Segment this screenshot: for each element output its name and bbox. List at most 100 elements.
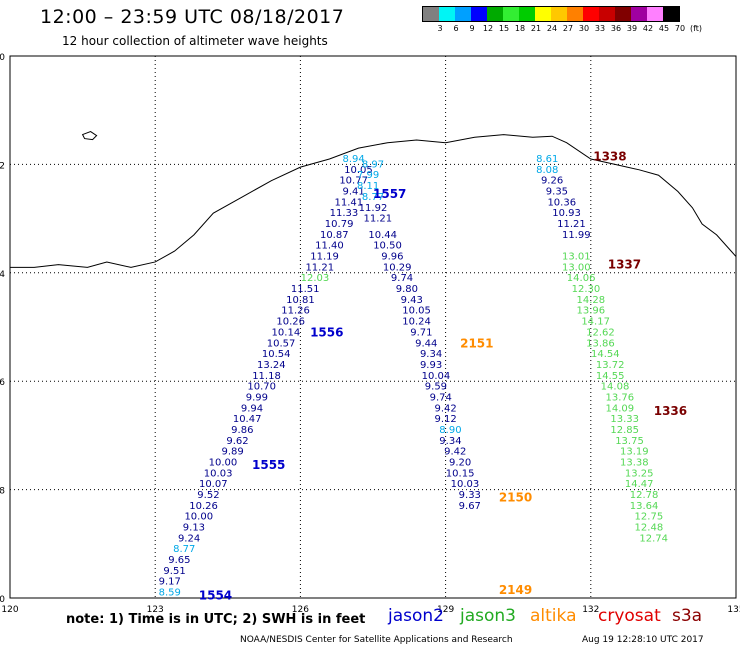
wave-height-value: 9.44 (415, 338, 437, 349)
satellite-legend-item: s3a (672, 606, 703, 626)
lat-label: -36 (0, 378, 5, 388)
wave-height-value: 9.34 (439, 436, 461, 447)
wave-height-value: 13.64 (630, 501, 659, 512)
wave-height-value: 9.17 (159, 577, 181, 588)
colorbar-swatch (663, 7, 679, 21)
wave-height-value: 13.96 (576, 306, 605, 317)
wave-height-value: 9.74 (391, 273, 413, 284)
wave-height-value: 9.42 (444, 447, 466, 458)
wave-height-value: 8.77 (173, 544, 195, 555)
wave-height-value: 13.75 (615, 436, 644, 447)
wave-height-value: 11.51 (291, 284, 320, 295)
wave-height-value: 13.38 (620, 458, 649, 469)
wave-height-value: 10.26 (189, 501, 218, 512)
wave-height-value: 12.74 (639, 533, 668, 544)
colorbar-swatch (519, 7, 535, 21)
colorbar-label: 9 (469, 24, 475, 33)
satellite-legend-item: cryosat (598, 606, 661, 626)
colorbar-label: 6 (453, 24, 459, 33)
coastline (10, 134, 737, 268)
wave-height-value: 12.30 (572, 284, 601, 295)
lon-label: 129 (437, 605, 454, 615)
wave-height-value: 14.55 (596, 371, 625, 382)
footer-timestamp: Aug 19 12:28:10 UTC 2017 (582, 635, 704, 645)
colorbar-label: 27 (562, 24, 574, 33)
wave-height-value: 9.96 (381, 252, 403, 263)
pass-time-label: 2150 (499, 491, 532, 505)
wave-height-value: 9.94 (241, 403, 263, 414)
pass-time-label: 2149 (499, 583, 532, 597)
wave-height-value: 13.72 (596, 360, 625, 371)
wave-height-value: 11.99 (562, 230, 591, 241)
lon-label: 120 (1, 605, 18, 615)
colorbar-swatch (439, 7, 455, 21)
colorbar-swatch (647, 7, 663, 21)
lat-label: -34 (0, 270, 5, 280)
wave-height-value: 13.25 (625, 468, 654, 479)
colorbar-label: 42 (642, 24, 654, 33)
wave-height-value: 10.79 (325, 219, 354, 230)
colorbar-label: 21 (530, 24, 542, 33)
wave-height-value: 9.62 (226, 436, 248, 447)
wave-height-value: 14.28 (576, 295, 605, 306)
wave-height-value: 8.94 (343, 154, 365, 165)
wave-height-value: 13.76 (606, 392, 635, 403)
wave-height-value: 11.41 (334, 197, 363, 208)
pass-time-label: 1338 (593, 149, 626, 163)
wave-height-value: 11.40 (315, 241, 344, 252)
lat-label: -32 (0, 161, 5, 171)
wave-height-value: 11.33 (330, 208, 359, 219)
lat-label: -40 (0, 595, 5, 605)
wave-height-value: 10.54 (262, 349, 291, 360)
wave-height-value: 10.57 (267, 338, 296, 349)
colorbar-swatch (535, 7, 551, 21)
colorbar-swatch (503, 7, 519, 21)
lon-label: 123 (147, 605, 164, 615)
colorbar-label: 45 (658, 24, 670, 33)
wave-height-value: 11.21 (364, 214, 393, 225)
wave-height-value: 9.24 (178, 533, 200, 544)
wave-height-value: 10.03 (451, 479, 480, 490)
wave-height-value: 13.19 (620, 447, 649, 458)
wave-height-value: 10.14 (272, 327, 301, 338)
wave-height-value: 8.97 (362, 159, 384, 170)
colorbar-label: 18 (514, 24, 526, 33)
pass-time-label: 1554 (199, 588, 232, 602)
wave-height-value: 10.36 (547, 197, 576, 208)
lon-label: 132 (582, 605, 599, 615)
wave-height-value: 9.74 (430, 392, 452, 403)
lon-label: 135 (727, 605, 740, 615)
wave-height-value: 9.93 (420, 360, 442, 371)
wave-height-value: 9.12 (434, 414, 456, 425)
wave-height-value: 10.44 (368, 230, 397, 241)
colorbar-label: 24 (546, 24, 558, 33)
wave-height-value: 9.52 (197, 490, 219, 501)
satellite-legend-item: altika (530, 606, 577, 626)
wave-height-value: 14.09 (606, 403, 635, 414)
satellite-legend-item: jason3 (460, 606, 516, 626)
pass-time-label: 1557 (373, 187, 406, 201)
pass-time-label: 1555 (252, 458, 285, 472)
wave-height-value: 10.00 (209, 458, 238, 469)
lat-label: -38 (0, 487, 5, 497)
wave-height-value: 10.05 (402, 306, 431, 317)
page-title: 12:00 – 23:59 UTC 08/18/2017 (40, 6, 345, 28)
footer-note: note: 1) Time is in UTC; 2) SWH is in fe… (66, 612, 366, 627)
wave-height-value: 14.17 (581, 317, 610, 328)
wave-height-value: 9.89 (222, 447, 244, 458)
wave-height-value: 8.11 (357, 181, 379, 192)
colorbar-swatch (471, 7, 487, 21)
wave-height-value: 10.29 (383, 262, 412, 273)
wave-height-value: 14.54 (591, 349, 620, 360)
colorbar-swatch (487, 7, 503, 21)
colorbar-label: 30 (578, 24, 590, 33)
wave-height-value: 13.86 (586, 338, 615, 349)
wave-height-value: 13.33 (610, 414, 639, 425)
wave-height-value: 10.04 (422, 371, 451, 382)
wave-height-value: 14.06 (567, 273, 596, 284)
wave-height-value: 10.24 (402, 317, 431, 328)
wave-height-value: 7.99 (357, 170, 379, 181)
wave-height-value: 8.59 (159, 588, 181, 599)
wave-height-value: 9.86 (231, 425, 253, 436)
wave-height-value: 12.62 (586, 327, 615, 338)
